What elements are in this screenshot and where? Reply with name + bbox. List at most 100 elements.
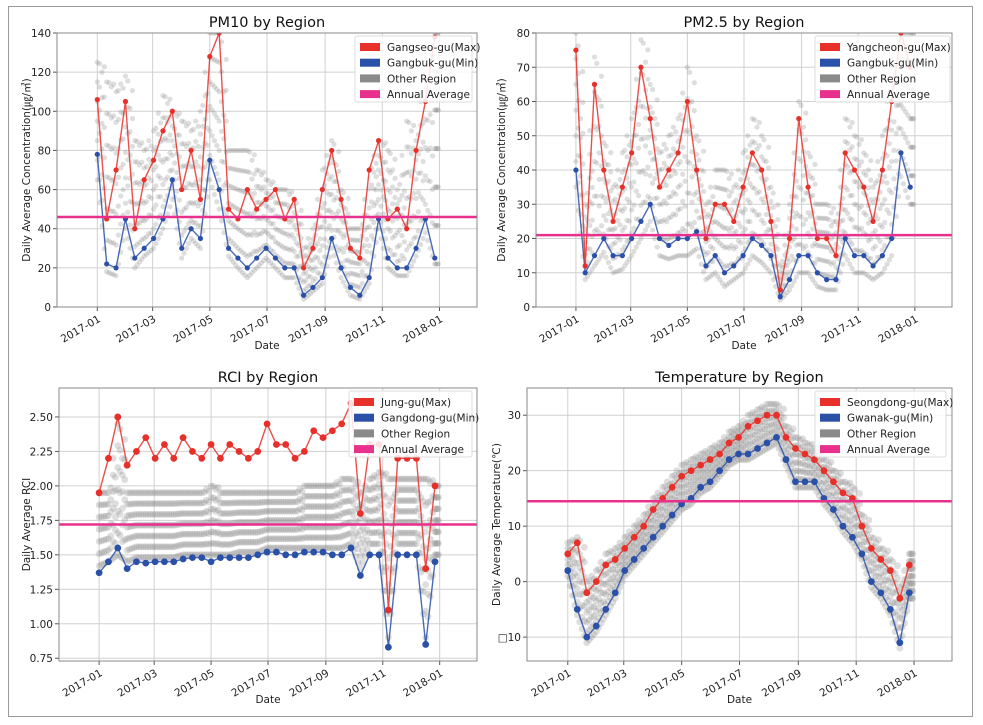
other-region-point bbox=[284, 231, 290, 237]
other-region-point bbox=[705, 199, 711, 205]
other-region-point bbox=[307, 492, 315, 500]
other-region-point bbox=[582, 214, 588, 220]
other-region-point bbox=[205, 540, 213, 548]
other-region-point bbox=[680, 253, 686, 259]
other-region-point bbox=[336, 247, 342, 254]
other-region-point bbox=[652, 515, 659, 523]
other-region-point bbox=[245, 499, 252, 507]
other-region-point bbox=[875, 536, 882, 544]
other-region-point bbox=[404, 144, 410, 150]
other-region-point bbox=[744, 433, 752, 441]
other-region-point bbox=[137, 510, 145, 518]
other-region-point bbox=[141, 165, 147, 171]
other-region-point bbox=[249, 232, 255, 238]
other-region-point bbox=[434, 145, 440, 152]
other-region-point bbox=[263, 489, 271, 497]
y-tick-label: 30 bbox=[508, 410, 521, 422]
other-region-point bbox=[263, 516, 271, 524]
other-region-point bbox=[279, 244, 286, 250]
other-region-point bbox=[798, 242, 804, 248]
other-region-point bbox=[612, 269, 618, 275]
other-region-point bbox=[305, 503, 313, 510]
other-region-point bbox=[335, 512, 343, 520]
other-region-point bbox=[909, 550, 917, 558]
other-region-point bbox=[652, 116, 658, 122]
other-region-point bbox=[433, 261, 439, 267]
other-region-point bbox=[289, 498, 297, 506]
other-region-point bbox=[95, 501, 103, 509]
other-region-point bbox=[98, 561, 105, 569]
x-tick-label: 2017-09 bbox=[760, 667, 804, 699]
other-region-point bbox=[149, 510, 157, 518]
other-region-point bbox=[233, 489, 241, 497]
other-region-point bbox=[141, 200, 147, 206]
other-region-point bbox=[272, 516, 280, 524]
other-region-point bbox=[95, 562, 103, 570]
other-region-point bbox=[314, 482, 322, 490]
other-region-point bbox=[860, 513, 868, 521]
max-series-point bbox=[207, 441, 215, 448]
other-region-point bbox=[129, 115, 136, 122]
other-region-point bbox=[614, 544, 621, 551]
other-region-point bbox=[740, 270, 746, 276]
other-region-point bbox=[884, 261, 890, 267]
other-region-point bbox=[106, 143, 112, 149]
other-region-point bbox=[258, 260, 264, 266]
other-region-point bbox=[664, 515, 671, 523]
other-region-point bbox=[135, 489, 143, 497]
other-region-point bbox=[768, 407, 776, 415]
other-region-point bbox=[214, 528, 222, 536]
other-region-point bbox=[799, 443, 806, 451]
other-region-point bbox=[817, 243, 823, 249]
other-region-point bbox=[179, 499, 187, 507]
other-region-point bbox=[186, 499, 194, 507]
other-region-point bbox=[566, 560, 574, 568]
other-region-point bbox=[846, 479, 854, 487]
other-region-point bbox=[340, 543, 348, 551]
other-region-point bbox=[186, 220, 192, 226]
other-region-point bbox=[626, 142, 632, 148]
other-region-point bbox=[225, 147, 232, 154]
other-region-point bbox=[235, 489, 243, 497]
other-region-point bbox=[756, 235, 762, 241]
min-series-point bbox=[189, 554, 196, 561]
min-series-point bbox=[754, 445, 761, 452]
other-region-point bbox=[370, 529, 378, 536]
other-region-point bbox=[714, 238, 721, 244]
other-region-point bbox=[824, 287, 830, 293]
other-region-point bbox=[659, 528, 667, 536]
other-region-point bbox=[608, 188, 614, 194]
other-region-point bbox=[209, 184, 215, 190]
other-region-point bbox=[848, 520, 856, 528]
other-region-point bbox=[751, 431, 759, 439]
other-region-point bbox=[886, 257, 892, 263]
other-region-point bbox=[136, 181, 143, 187]
other-region-point bbox=[739, 417, 747, 425]
other-region-point bbox=[286, 544, 294, 552]
other-region-point bbox=[335, 533, 343, 541]
max-series-point bbox=[886, 567, 894, 574]
min-series-point bbox=[744, 450, 752, 458]
other-region-point bbox=[218, 128, 225, 134]
other-region-point bbox=[756, 119, 762, 126]
other-region-point bbox=[677, 206, 683, 212]
max-series-point bbox=[777, 287, 783, 293]
other-region-point bbox=[799, 483, 806, 491]
other-region-point bbox=[375, 504, 383, 512]
legend-swatch-min bbox=[360, 58, 380, 67]
other-region-point bbox=[773, 420, 780, 427]
other-region-point bbox=[128, 511, 136, 519]
other-region-point bbox=[656, 167, 663, 173]
other-region-point bbox=[418, 217, 424, 224]
other-region-point bbox=[705, 275, 711, 281]
other-region-point bbox=[819, 201, 825, 207]
other-region-point bbox=[319, 534, 327, 541]
other-region-point bbox=[135, 510, 143, 518]
other-region-point bbox=[424, 613, 432, 621]
other-region-point bbox=[160, 137, 166, 143]
other-region-point bbox=[193, 530, 201, 538]
other-region-point bbox=[224, 489, 231, 497]
other-region-point bbox=[186, 510, 194, 517]
other-region-point bbox=[326, 207, 332, 213]
other-region-point bbox=[272, 498, 280, 506]
